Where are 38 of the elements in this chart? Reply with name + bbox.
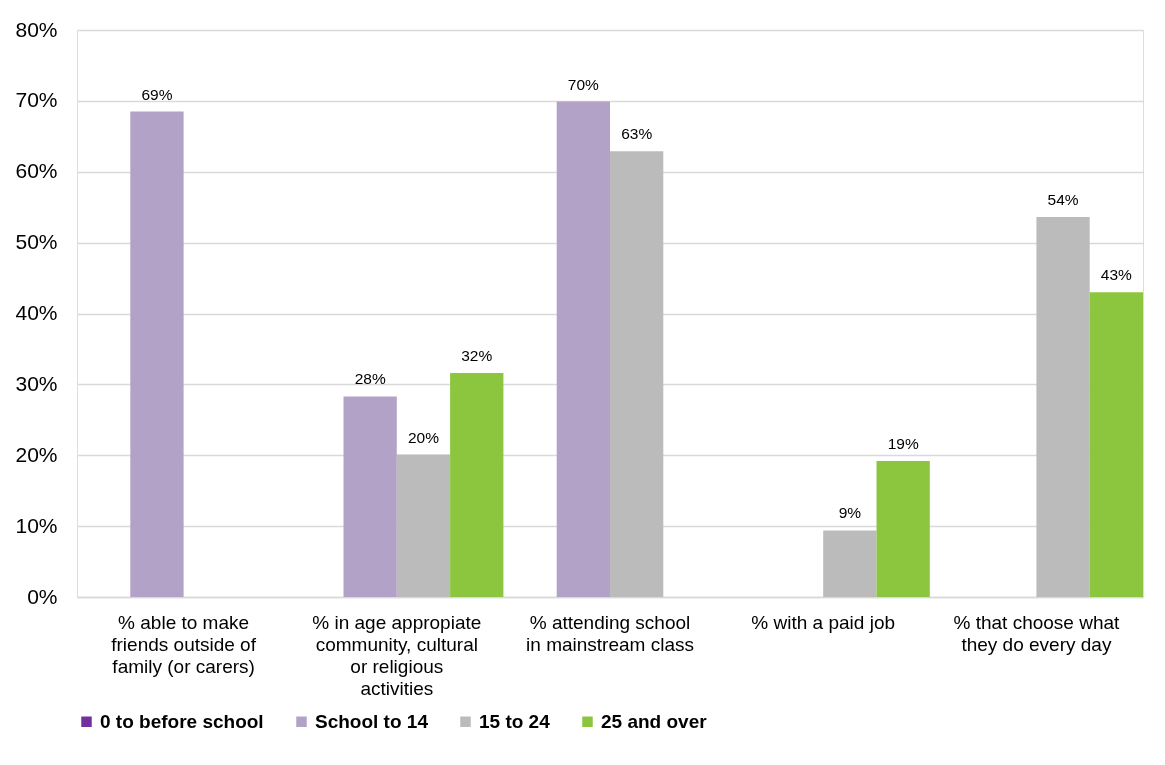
bar [396, 454, 451, 597]
bar [1036, 217, 1090, 597]
y-tick-label: 80% [15, 17, 58, 41]
bar [130, 111, 184, 597]
y-tick-label: 30% [15, 371, 58, 395]
bar [876, 460, 930, 597]
y-tick-label: 10% [15, 513, 58, 537]
data-label: 28% [354, 370, 386, 388]
legend-label: School to 14 [315, 710, 429, 732]
data-label: 20% [407, 428, 440, 446]
data-label: 19% [887, 434, 919, 452]
bar [343, 396, 397, 597]
data-label: 43% [1100, 266, 1133, 284]
x-tick-label: % in age appropiate community, cultural or religious activities [312, 611, 482, 699]
data-label: 70% [567, 75, 600, 93]
data-label: 69% [141, 85, 173, 103]
data-label: 9% [838, 504, 862, 522]
bar [556, 101, 610, 597]
y-tick-label: 20% [15, 442, 58, 466]
y-tick-label: 70% [15, 88, 58, 112]
data-label: 63% [621, 125, 653, 143]
x-tick-label: % able to make friends outside of family (or carers) [111, 611, 257, 677]
data-label: 32% [461, 347, 493, 365]
y-tick-label: 0% [27, 584, 58, 608]
legend-label: 0 to before school [100, 710, 264, 732]
legend-label: 25 and over [601, 710, 708, 732]
bar [823, 530, 877, 597]
y-tick-label: 40% [15, 301, 58, 324]
bar [450, 373, 504, 597]
bar [1089, 292, 1143, 597]
y-tick-label: 50% [15, 230, 58, 254]
x-tick-label: % that choose what they do every day [953, 611, 1121, 655]
x-tick-label: % with a paid job [751, 611, 896, 633]
legend-label: 15 to 24 [479, 710, 551, 732]
x-tick-label: % attending school in mainstream class [526, 611, 694, 655]
bar [610, 151, 664, 597]
data-label: 54% [1047, 191, 1079, 209]
y-tick-label: 60% [15, 159, 58, 183]
